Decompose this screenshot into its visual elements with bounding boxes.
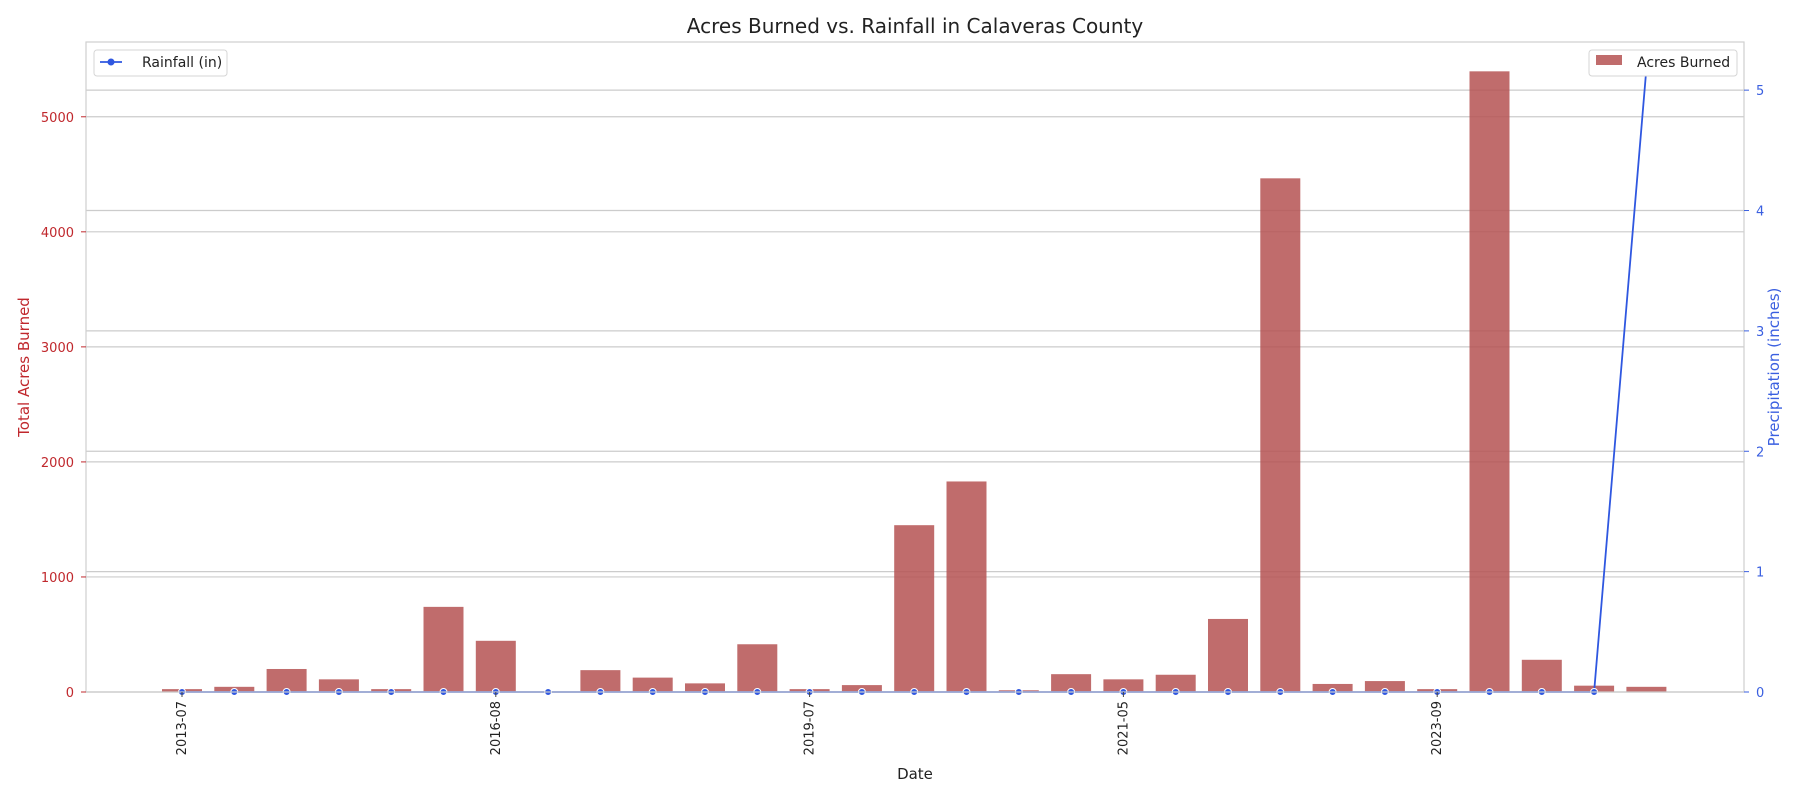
- bar: [685, 683, 725, 692]
- bar: [1312, 683, 1353, 692]
- x-axis-tick-label: 2019-07: [803, 701, 818, 755]
- right-axis-tick-label: 5: [1756, 84, 1764, 99]
- left-axis-tick-label: 0: [66, 686, 74, 701]
- bar: [1626, 686, 1667, 692]
- legend-line: Rainfall (in): [93, 49, 228, 77]
- bar: [737, 644, 778, 692]
- right-axis-tick-label: 4: [1756, 205, 1764, 220]
- x-axis-tick-label: 2021-05: [1116, 701, 1131, 755]
- legend-line-box: [93, 49, 228, 77]
- bar-layer: [162, 71, 1667, 692]
- axis-layer: 0 1000 2000 3000 4000 5000 0 1 2 3 4 5 2013-07 2016-0…: [41, 84, 1764, 755]
- bar: [632, 677, 673, 692]
- bar: [1521, 659, 1562, 692]
- chart-title: Acres Burned vs. Rainfall in Calaveras C…: [687, 14, 1144, 38]
- left-axis-label: Total Acres Burned: [15, 297, 33, 438]
- right-axis-tick-label: 1: [1756, 566, 1764, 581]
- right-axis-label: Precipitation (inches): [1765, 288, 1783, 447]
- bar: [266, 668, 307, 692]
- x-axis-tick-label: 2016-08: [489, 701, 504, 755]
- bar: [946, 481, 987, 692]
- legend-bars-label: Acres Burned: [1637, 55, 1730, 71]
- legend-line-marker: [107, 58, 115, 66]
- right-axis-tick-label: 0: [1756, 686, 1764, 701]
- legend-line-label: Rainfall (in): [142, 55, 222, 71]
- right-axis-tick-label: 3: [1756, 325, 1764, 340]
- plot-frame: [85, 41, 1745, 693]
- bar: [1103, 679, 1144, 692]
- left-axis-tick-label: 4000: [41, 226, 74, 241]
- right-axis-tick-label: 2: [1756, 445, 1764, 460]
- legend-bars: Acres Burned: [1588, 49, 1738, 77]
- left-axis-tick-label: 1000: [41, 571, 74, 586]
- bar: [580, 670, 621, 692]
- x-axis-label: Date: [897, 765, 933, 783]
- left-axis-tick-label: 2000: [41, 456, 74, 471]
- x-axis-tick-label: 2013-07: [175, 701, 190, 755]
- bar: [1260, 178, 1301, 692]
- bar: [1469, 71, 1510, 692]
- x-axis-tick-label: 2023-09: [1430, 701, 1445, 755]
- legend-bars-swatch: [1596, 55, 1622, 65]
- grid-layer: [86, 89, 1744, 693]
- left-axis-tick-label: 3000: [41, 341, 74, 356]
- bar: [475, 640, 516, 692]
- bar: [1364, 681, 1405, 692]
- bar: [894, 525, 935, 692]
- bar: [1051, 674, 1092, 692]
- bar: [1155, 674, 1196, 692]
- left-axis-tick-label: 5000: [41, 111, 74, 126]
- bar: [318, 679, 359, 692]
- legend-bars-box: [1588, 49, 1738, 77]
- bar: [1208, 618, 1248, 692]
- bar: [423, 606, 464, 692]
